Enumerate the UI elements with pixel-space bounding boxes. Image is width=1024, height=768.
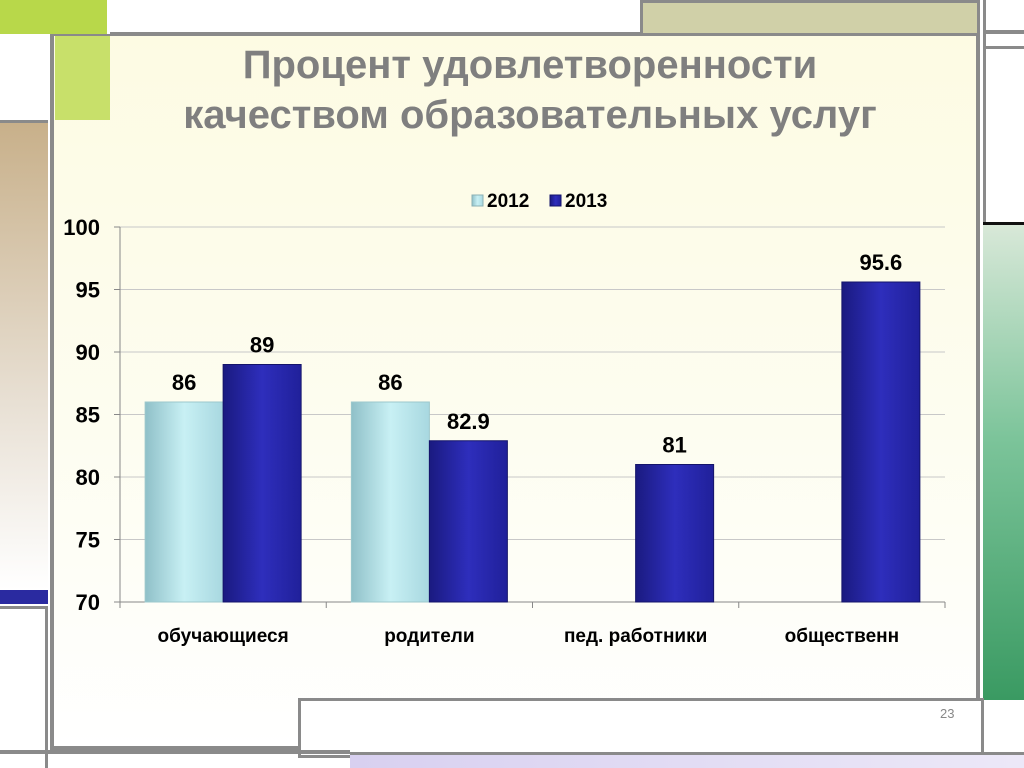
y-tick-label: 100 <box>63 215 100 240</box>
slide-title: Процент удовлетворенности качеством обра… <box>120 40 940 140</box>
data-label: 86 <box>172 370 196 395</box>
slide-title-line-1: Процент удовлетворенности <box>242 43 818 87</box>
slide-panel <box>50 32 980 750</box>
decor-tan-bar <box>640 0 980 36</box>
bar-2012-0 <box>144 401 224 603</box>
slide-title-line-2: качеством образовательных услуг <box>183 93 877 137</box>
bar-2013-2 <box>635 464 715 603</box>
bar-2013-0 <box>222 364 302 603</box>
x-category-label: обучающиеся <box>158 626 289 647</box>
bar-2012-1 <box>350 401 430 603</box>
bar-2013-3 <box>841 281 921 603</box>
legend-swatch-2012 <box>471 194 484 207</box>
x-category-label: родители <box>384 626 474 647</box>
data-label: 81 <box>662 433 686 458</box>
data-label: 86 <box>378 370 402 395</box>
chart-axes: 70 75 80 85 90 95 100 обучающиеся родители пед. р… <box>63 215 946 647</box>
legend-label-2013: 2013 <box>565 191 607 212</box>
data-label: 95.6 <box>859 250 902 275</box>
decor-left-low <box>0 606 48 768</box>
y-tick-label: 95 <box>76 278 100 303</box>
chart-legend: 2012 2013 <box>471 191 607 212</box>
data-label: 89 <box>250 333 274 358</box>
chart-labels: 86 89 86 82.9 81 95.6 <box>172 250 902 458</box>
bar-2013-1 <box>428 440 508 603</box>
chart-bars <box>144 281 921 603</box>
x-category-label: общественн <box>785 626 900 647</box>
x-category-label: пед. работники <box>564 626 707 647</box>
data-label: 82.9 <box>447 409 490 434</box>
decor-green-square <box>0 0 110 34</box>
decor-bottom-strip <box>350 752 1024 768</box>
y-tick-label: 70 <box>76 590 100 615</box>
legend-swatch-2013 <box>549 194 562 207</box>
y-tick-label: 90 <box>76 340 100 365</box>
page-number: 23 <box>940 706 955 721</box>
legend-label-2012: 2012 <box>487 191 529 212</box>
decor-right-top <box>983 0 1024 222</box>
decor-right-line-2 <box>983 46 1024 49</box>
decor-left-blue <box>0 590 48 604</box>
y-tick-label: 75 <box>76 528 100 553</box>
y-tick-label: 85 <box>76 403 100 428</box>
decor-green-block <box>55 36 110 120</box>
decor-left-strip <box>0 120 48 590</box>
decor-bottom-line <box>0 750 350 754</box>
y-tick-label: 80 <box>76 465 100 490</box>
decor-right-line <box>983 30 1024 34</box>
decor-right-green-strip <box>983 222 1024 700</box>
